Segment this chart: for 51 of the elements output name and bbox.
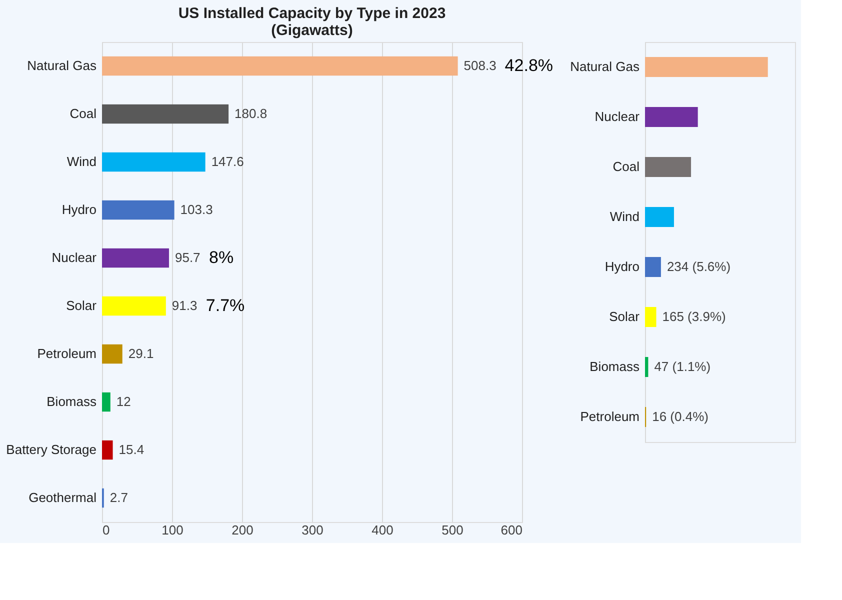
x-tick-label: 600: [500, 522, 522, 538]
y-tick-label: Hydro: [604, 259, 640, 274]
y-tick-label: Geothermal: [28, 490, 97, 505]
x-tick-label: 500: [442, 522, 464, 538]
x-tick-label: 300: [302, 522, 324, 538]
y-tick-label: Nuclear: [594, 109, 640, 124]
bar: [645, 107, 698, 127]
bar: [645, 257, 661, 277]
data-label: 508.3: [464, 58, 496, 73]
y-tick-label: Biomass: [590, 359, 640, 374]
bar: [645, 57, 768, 77]
y-tick-label: Petroleum: [580, 409, 640, 424]
data-label: 165 (3.9%): [662, 309, 726, 324]
data-label: 16 (0.4%): [652, 409, 708, 424]
data-label: 95.7: [174, 250, 200, 265]
y-tick-label: Wind: [610, 209, 640, 224]
data-label: 91.3: [172, 298, 198, 313]
bar: [645, 157, 692, 177]
annotation: 42.8%: [504, 56, 554, 75]
x-tick-label: 0: [102, 522, 110, 538]
x-tick-label: 200: [232, 522, 254, 538]
bar: [645, 357, 648, 377]
data-label: 2.7: [110, 490, 128, 505]
text: (Gigawatts): [271, 22, 353, 39]
data-label: 29.1: [128, 346, 154, 361]
bar: [645, 207, 674, 227]
x-tick-label: 400: [372, 522, 394, 538]
y-tick-label: Natural Gas: [27, 58, 97, 73]
y-tick-label: Nuclear: [52, 250, 98, 265]
y-tick-label: Solar: [609, 309, 640, 324]
y-tick-label: Coal: [612, 159, 640, 174]
y-tick-label: Petroleum: [37, 346, 96, 361]
data-label: 47 (1.1%): [654, 359, 711, 374]
annotation: 7.7%: [206, 296, 245, 315]
y-tick-label: Wind: [66, 154, 96, 169]
y-tick-label: Natural Gas: [570, 59, 640, 74]
y-tick-label: Biomass: [46, 394, 97, 409]
y-tick-label: Solar: [66, 298, 98, 313]
data-label: 180.8: [234, 106, 268, 121]
y-tick-label: Battery Storage: [6, 442, 96, 457]
annotation: 8%: [208, 248, 234, 267]
data-label: 147.6: [211, 154, 244, 169]
text: US Installed Capacity by Type in 2023: [178, 5, 446, 22]
data-label: 103.3: [180, 202, 213, 217]
data-label: 15.4: [118, 442, 144, 457]
data-label: 234 (5.6%): [666, 259, 731, 274]
y-tick-label: Hydro: [62, 202, 96, 217]
data-label: 12: [116, 394, 131, 409]
y-tick-label: Coal: [70, 106, 97, 121]
bar: [645, 307, 656, 327]
x-tick-label: 100: [162, 522, 184, 538]
